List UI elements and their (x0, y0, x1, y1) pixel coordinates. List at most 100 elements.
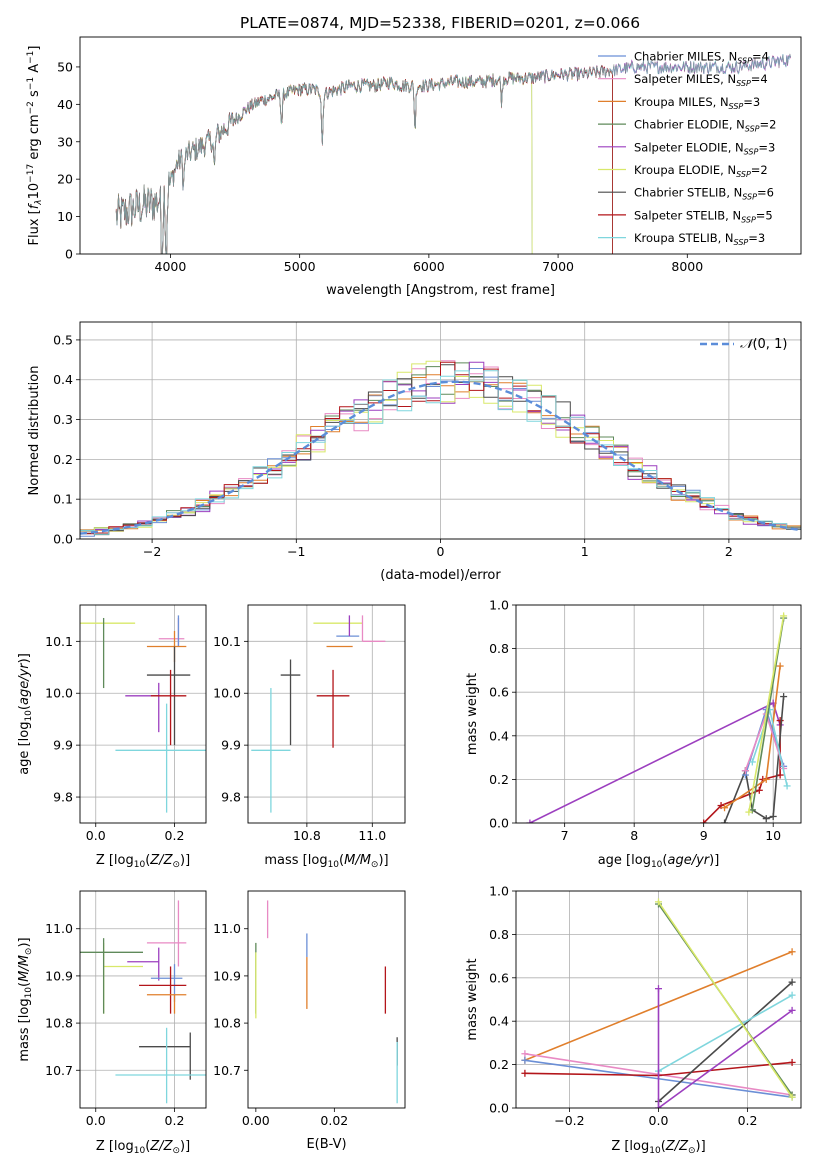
x-axis-label: wavelength [Angstrom, rest frame] (326, 283, 555, 298)
mass-vs-ebv-chart: 0.00 0.02 10.7 10.8 10.9 11.0 E(B-V) (213, 890, 406, 1152)
weight-series-line (657, 988, 793, 1108)
errorbar-point (316, 669, 350, 748)
x-axis-label: age [log10(age/yr)] (598, 853, 720, 870)
errorbar-point (139, 966, 187, 1014)
legend-label: 𝒩(0, 1) (740, 337, 787, 352)
x-tick-label: 7000 (542, 259, 574, 274)
x-axis-label: Z [log10(Z/Z⊙)] (611, 1139, 705, 1156)
y-axis-label: mass weight (465, 958, 480, 1040)
plot-area (80, 615, 206, 813)
y-tick-label: 10.8 (213, 1016, 241, 1031)
spectrum-data-line (115, 53, 791, 254)
x-tick-label: 0.2 (165, 828, 185, 843)
y-tick-label: 0 (65, 247, 73, 262)
x-tick-label: 9 (700, 828, 708, 843)
y-tick-label: 10.9 (213, 968, 241, 983)
residuals-histogram: −2 −1 0 1 2 0.0 0.1 0.2 0.3 0.4 0.5 (data-model)/er… (27, 321, 802, 583)
axes-frame (79, 36, 802, 255)
legend-label: Chabrier ELODIE, NSSP=2 (634, 118, 776, 134)
y-tick-label: 9.8 (221, 790, 241, 805)
legend-label: Salpeter ELODIE, NSSP=3 (634, 140, 775, 156)
y-tick-label: 9.8 (53, 790, 73, 805)
histogram-series (80, 370, 801, 535)
x-tick-label: 0 (437, 544, 445, 559)
y-tick-label: 1.0 (489, 884, 509, 899)
errorbar-point (115, 703, 206, 813)
x-tick-label: −2 (143, 544, 161, 559)
plot-area (521, 898, 796, 1108)
weight-series-line (658, 994, 793, 1072)
x-tick-label: 8 (630, 828, 638, 843)
y-tick-label: 10.0 (213, 686, 241, 701)
plot-area (115, 53, 792, 254)
x-tick-label: −1 (287, 544, 305, 559)
x-tick-label: 0.0 (649, 1113, 669, 1128)
y-tick-label: 10.7 (213, 1063, 241, 1078)
x-axis-label: E(B-V) (306, 1137, 346, 1152)
legend-label: Salpeter MILES, NSSP=4 (634, 72, 768, 88)
y-tick-label: 0.0 (489, 816, 509, 831)
x-tick-label: 0.02 (320, 1113, 348, 1128)
y-tick-label: 0.4 (53, 372, 73, 387)
y-tick-label: 10.1 (45, 634, 73, 649)
x-tick-label: 7 (561, 828, 569, 843)
x-tick-label: 0.0 (86, 828, 106, 843)
legend-label: Chabrier STELIB, NSSP=6 (634, 186, 774, 202)
axes-frame (79, 321, 802, 540)
y-axis-label: Normed distribution (27, 366, 42, 496)
y-tick-label: 0.0 (53, 532, 73, 547)
x-tick-label: 0.2 (165, 1113, 185, 1128)
errorbar-point (150, 669, 187, 746)
x-tick-label: 10 (765, 828, 781, 843)
plot-area (526, 612, 791, 823)
weight-series-line (723, 696, 785, 823)
weight-series-line (751, 617, 785, 811)
errorbar-point (280, 659, 301, 746)
x-tick-label: 1 (581, 544, 589, 559)
spectrum-chart: 4000 5000 6000 7000 8000 0 10 20 30 40 50 wavelengt… (26, 36, 802, 298)
y-tick-label: 11.0 (45, 921, 73, 936)
y-tick-label: 10.9 (45, 968, 73, 983)
y-tick-label: 0.6 (489, 685, 509, 700)
legend-label: Kroupa MILES, NSSP=3 (634, 95, 760, 111)
y-tick-label: 9.9 (53, 738, 73, 753)
y-tick-label: 0.8 (489, 927, 509, 942)
y-tick-label: 10.8 (45, 1016, 73, 1031)
y-tick-label: 0.2 (489, 1057, 509, 1072)
x-tick-label: −0.2 (554, 1113, 584, 1128)
y-tick-label: 10 (57, 209, 73, 224)
spectrum-legend: Chabrier MILES, NSSP=4 Salpeter MILES, NS… (598, 50, 776, 247)
y-tick-label: 9.9 (221, 738, 241, 753)
legend-label: Kroupa STELIB, NSSP=3 (634, 231, 765, 247)
x-tick-label: 6000 (413, 259, 445, 274)
weight-vs-age-chart: 7 8 9 10 0.0 0.2 0.4 0.6 0.8 1.0 age [log10(age/yr… (465, 598, 802, 870)
y-tick-label: 0.4 (489, 728, 509, 743)
x-tick-label: 2 (725, 544, 733, 559)
y-tick-label: 40 (57, 97, 73, 112)
errorbar-point (139, 1032, 191, 1080)
axes-frame (515, 890, 802, 1109)
errorbar-point (80, 938, 143, 1014)
x-axis-label: (data-model)/error (380, 568, 501, 583)
normal-reference-curve (80, 380, 801, 535)
x-axis-label: mass [log10(M/M⊙)] (264, 853, 388, 870)
y-axis-label: mass [log10(M/M⊙)] (17, 937, 34, 1061)
y-tick-label: 1.0 (489, 598, 509, 613)
y-tick-label: 0.8 (489, 641, 509, 656)
y-tick-label: 20 (57, 172, 73, 187)
weight-vs-metallicity-chart: −0.2 0.0 0.2 0.0 0.2 0.4 0.6 0.8 1.0 Z [log10(Z/Z… (465, 884, 802, 1156)
y-tick-label: 0.6 (489, 970, 509, 985)
y-tick-label: 10.0 (45, 686, 73, 701)
legend-label: Kroupa ELODIE, NSSP=2 (634, 163, 768, 179)
y-tick-label: 30 (57, 134, 73, 149)
y-tick-label: 10.7 (45, 1063, 73, 1078)
y-axis-label: Flux [fλ10−17 erg cm−2 s−1 A−1] (26, 46, 44, 246)
plot-area (80, 360, 801, 537)
x-tick-label: 8000 (671, 259, 703, 274)
errorbar-point (251, 688, 291, 813)
y-tick-label: 0.4 (489, 1014, 509, 1029)
x-axis-label: Z [log10(Z/Z⊙)] (96, 1139, 190, 1156)
x-tick-label: 5000 (284, 259, 316, 274)
x-tick-label: 11.0 (358, 828, 386, 843)
